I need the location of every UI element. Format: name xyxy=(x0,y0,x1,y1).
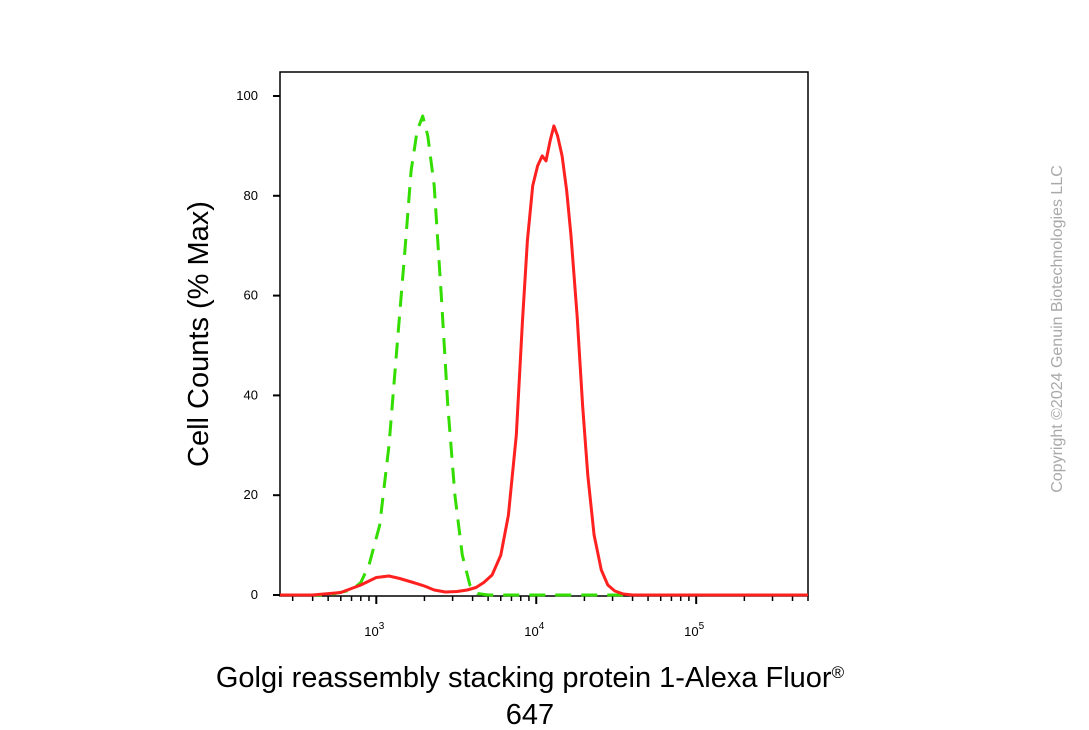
x-tick-base: 10 xyxy=(684,624,698,639)
x-tick-label: 105 xyxy=(684,621,704,639)
plot-frame xyxy=(279,71,809,597)
x-axis-title-line1: Golgi reassembly stacking protein 1-Alex… xyxy=(216,662,845,694)
y-tick-label: 0 xyxy=(251,587,258,602)
x-tick-exponent: 5 xyxy=(699,621,705,632)
y-tick-label: 40 xyxy=(244,387,258,402)
copyright-watermark: Copyright ©2024 Genuin Biotechnologies L… xyxy=(1049,165,1066,493)
y-tick-label: 80 xyxy=(244,188,258,203)
series-layer xyxy=(280,114,808,597)
x-tick-label: 104 xyxy=(524,621,544,639)
control-histogram-line xyxy=(280,114,808,597)
x-axis-title-line2: 647 xyxy=(506,699,554,730)
x-tick-exponent: 3 xyxy=(379,621,385,632)
x-axis-title-main: Golgi reassembly stacking protein 1-Alex… xyxy=(216,662,832,694)
x-tick-base: 10 xyxy=(524,624,538,639)
y-tick-label: 100 xyxy=(236,88,258,103)
x-tick-base: 10 xyxy=(364,624,378,639)
x-tick-exponent: 4 xyxy=(539,621,545,632)
x-tick-label: 103 xyxy=(364,621,384,639)
y-axis-title: Cell Counts (% Max) xyxy=(183,201,215,467)
y-axis: 0 20 40 60 80 100 xyxy=(236,88,280,602)
y-tick-label: 60 xyxy=(244,288,258,303)
x-axis: 103 104 105 xyxy=(291,596,809,639)
registered-mark: ® xyxy=(832,663,845,682)
sample-histogram-line xyxy=(280,124,808,597)
y-tick-label: 20 xyxy=(244,487,258,502)
